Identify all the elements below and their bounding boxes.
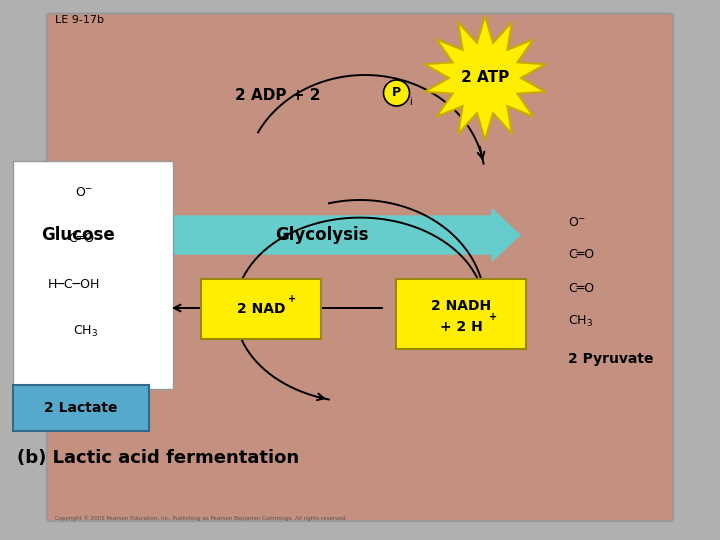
- FancyArrow shape: [118, 209, 520, 261]
- Text: +: +: [288, 294, 296, 304]
- Text: C═O: C═O: [568, 281, 594, 294]
- Text: 2 Pyruvate: 2 Pyruvate: [568, 352, 654, 366]
- Text: CH$_3$: CH$_3$: [73, 323, 98, 339]
- Text: 2 NAD: 2 NAD: [237, 302, 285, 316]
- FancyBboxPatch shape: [201, 279, 321, 339]
- Text: 2 ATP: 2 ATP: [461, 71, 509, 85]
- Text: +: +: [489, 312, 497, 322]
- Text: Glycolysis: Glycolysis: [275, 226, 368, 244]
- Text: 2 Lactate: 2 Lactate: [44, 401, 118, 415]
- Text: (b) Lactic acid fermentation: (b) Lactic acid fermentation: [17, 449, 299, 467]
- Text: CH$_3$: CH$_3$: [568, 313, 593, 328]
- FancyBboxPatch shape: [13, 161, 173, 389]
- Text: 2 ADP + 2: 2 ADP + 2: [235, 87, 325, 103]
- FancyBboxPatch shape: [13, 385, 149, 431]
- Text: O$^{-}$: O$^{-}$: [75, 186, 94, 199]
- Polygon shape: [425, 16, 546, 140]
- Text: 2 NADH: 2 NADH: [431, 299, 491, 313]
- Text: Copyright © 2005 Pearson Education, Inc. Publishing as Pearson Benjamin Cummings: Copyright © 2005 Pearson Education, Inc.…: [55, 515, 347, 521]
- Circle shape: [384, 80, 410, 106]
- Text: i: i: [410, 97, 413, 107]
- Text: P: P: [392, 86, 401, 99]
- Text: C═O: C═O: [568, 248, 594, 261]
- Text: O$^{-}$: O$^{-}$: [568, 215, 586, 228]
- FancyBboxPatch shape: [47, 14, 673, 521]
- Text: LE 9-17b: LE 9-17b: [55, 15, 104, 25]
- Text: H─C─OH: H─C─OH: [48, 279, 100, 292]
- Text: Glucose: Glucose: [41, 226, 115, 244]
- Text: C═O: C═O: [68, 233, 94, 246]
- Text: + 2 H: + 2 H: [440, 320, 482, 334]
- FancyBboxPatch shape: [396, 279, 526, 349]
